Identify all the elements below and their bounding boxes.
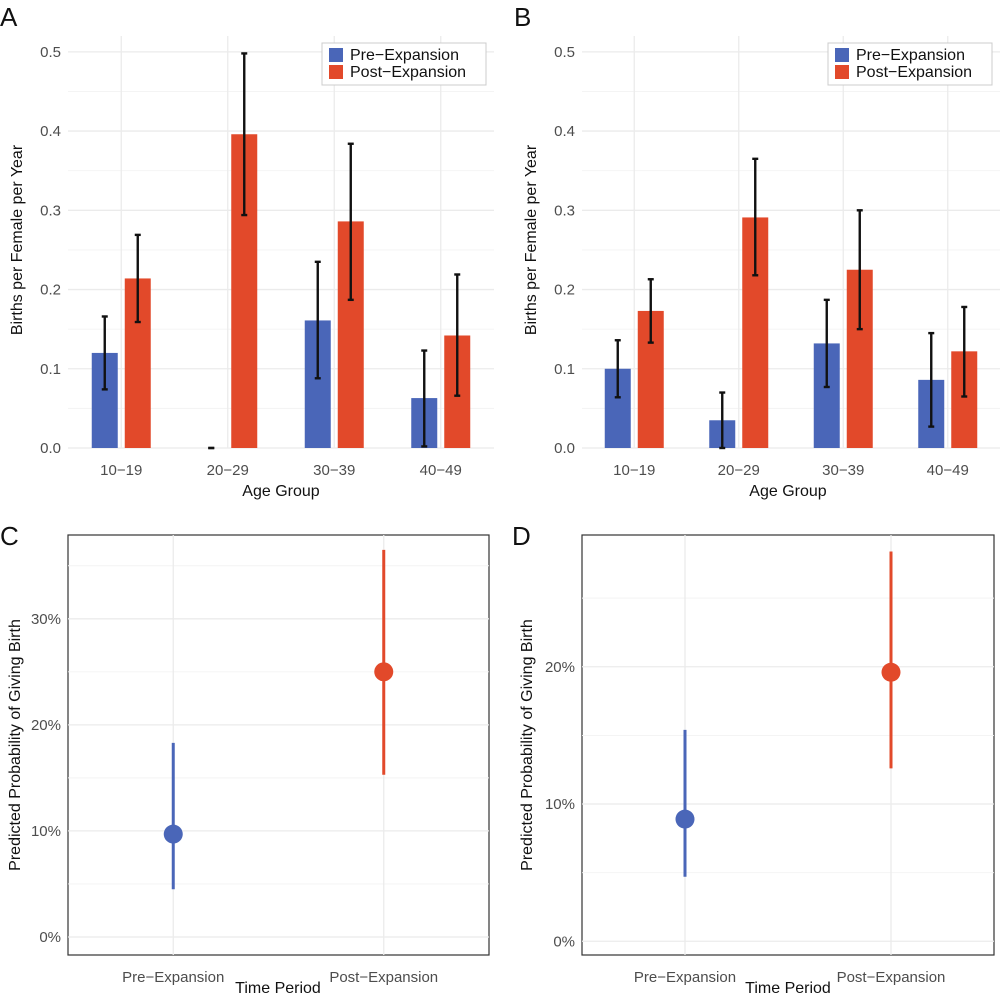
y-axis-title: Births per Female per Year — [523, 144, 540, 335]
error-bar — [719, 391, 726, 450]
panel-letter: C — [0, 521, 19, 551]
x-axis-title: Age Group — [749, 483, 826, 500]
error-bar — [614, 339, 621, 399]
y-tick-label: 0.3 — [554, 202, 575, 219]
error-bar — [241, 52, 248, 217]
point-estimate-post — [881, 662, 901, 682]
error-bar — [454, 273, 461, 397]
x-axis-title: Age Group — [242, 483, 319, 500]
y-tick-label: 20% — [545, 659, 575, 676]
y-axis-title: Births per Female per Year — [9, 144, 26, 335]
y-axis-title: Predicted Probability of Giving Birth — [519, 619, 536, 871]
y-tick-label: 0.1 — [40, 361, 61, 378]
x-tick-label: 30−39 — [822, 462, 864, 479]
x-tick-label: 30−39 — [313, 462, 355, 479]
panel-a: A 0.0 0.1 0.2 0.3 0.4 0.5 10−19 20−29 30−39 40−49 A… — [0, 2, 494, 500]
y-tick-label: 0.2 — [40, 282, 61, 299]
x-tick-label: 40−49 — [420, 462, 462, 479]
y-tick-label: 0.2 — [554, 282, 575, 299]
legend-label: Post−Expansion — [350, 64, 466, 81]
error-bar — [421, 349, 428, 448]
point-estimate-post — [374, 662, 394, 682]
y-tick-label: 30% — [31, 611, 61, 628]
x-tick-label: 20−29 — [718, 462, 760, 479]
y-tick-label: 10% — [545, 796, 575, 813]
error-bar — [314, 260, 321, 380]
y-tick-label: 0.5 — [554, 44, 575, 61]
y-tick-label: 0.4 — [40, 123, 61, 140]
legend-swatch-pre — [329, 48, 343, 62]
y-axis-title: Predicted Probability of Giving Birth — [7, 619, 24, 871]
panel-letter: D — [512, 521, 531, 551]
panel-b: B 0.0 0.1 0.2 0.3 0.4 0.5 10−19 20−29 30−39 40−49 A… — [514, 2, 1000, 500]
error-bar — [856, 209, 863, 331]
legend-box — [827, 42, 993, 86]
legend-box — [321, 42, 487, 86]
error-bar — [928, 331, 935, 428]
x-tick-label: Post−Expansion — [837, 969, 946, 986]
error-bar — [647, 278, 654, 344]
x-tick-label: 40−49 — [927, 462, 969, 479]
error-bar — [961, 305, 968, 398]
y-tick-label: 0.0 — [40, 440, 61, 457]
y-tick-label: 10% — [31, 823, 61, 840]
legend-label: Pre−Expansion — [856, 47, 965, 64]
legend-swatch-pre — [835, 48, 849, 62]
error-bar — [134, 233, 141, 324]
y-tick-label: 0.1 — [554, 361, 575, 378]
point-estimate-pre — [163, 824, 183, 844]
error-bar — [823, 298, 830, 389]
x-tick-label: 20−29 — [207, 462, 249, 479]
error-bar — [347, 142, 354, 302]
panel-letter: A — [0, 2, 18, 32]
x-tick-label: 10−19 — [100, 462, 142, 479]
panel-c: C 0% 10% 20% 30% Pre−Expansion Post−Expansion T… — [0, 521, 490, 995]
panel-border — [67, 534, 490, 956]
y-tick-label: 0% — [39, 929, 61, 946]
y-tick-label: 0.0 — [554, 440, 575, 457]
y-tick-label: 0.4 — [554, 123, 575, 140]
x-axis-title: Time Period — [745, 980, 831, 995]
x-tick-label: Pre−Expansion — [634, 969, 736, 986]
legend-swatch-post — [329, 65, 343, 79]
panel-border — [581, 534, 995, 956]
legend-label: Post−Expansion — [856, 64, 972, 81]
x-tick-label: Pre−Expansion — [122, 969, 224, 986]
y-tick-label: 0.3 — [40, 202, 61, 219]
point-estimate-pre — [675, 809, 695, 829]
x-axis-title: Time Period — [235, 980, 321, 995]
error-bar — [752, 157, 759, 277]
x-tick-label: 10−19 — [613, 462, 655, 479]
x-tick-label: Post−Expansion — [329, 969, 438, 986]
y-tick-label: 0% — [553, 933, 575, 950]
panel-letter: B — [514, 2, 531, 32]
legend-swatch-post — [835, 65, 849, 79]
y-tick-label: 0.5 — [40, 44, 61, 61]
panel-d: D 0% 10% 20% Pre−Expansion Post−Expansion Time… — [512, 521, 995, 995]
error-bar — [101, 315, 108, 391]
y-tick-label: 20% — [31, 717, 61, 734]
legend-label: Pre−Expansion — [350, 47, 459, 64]
